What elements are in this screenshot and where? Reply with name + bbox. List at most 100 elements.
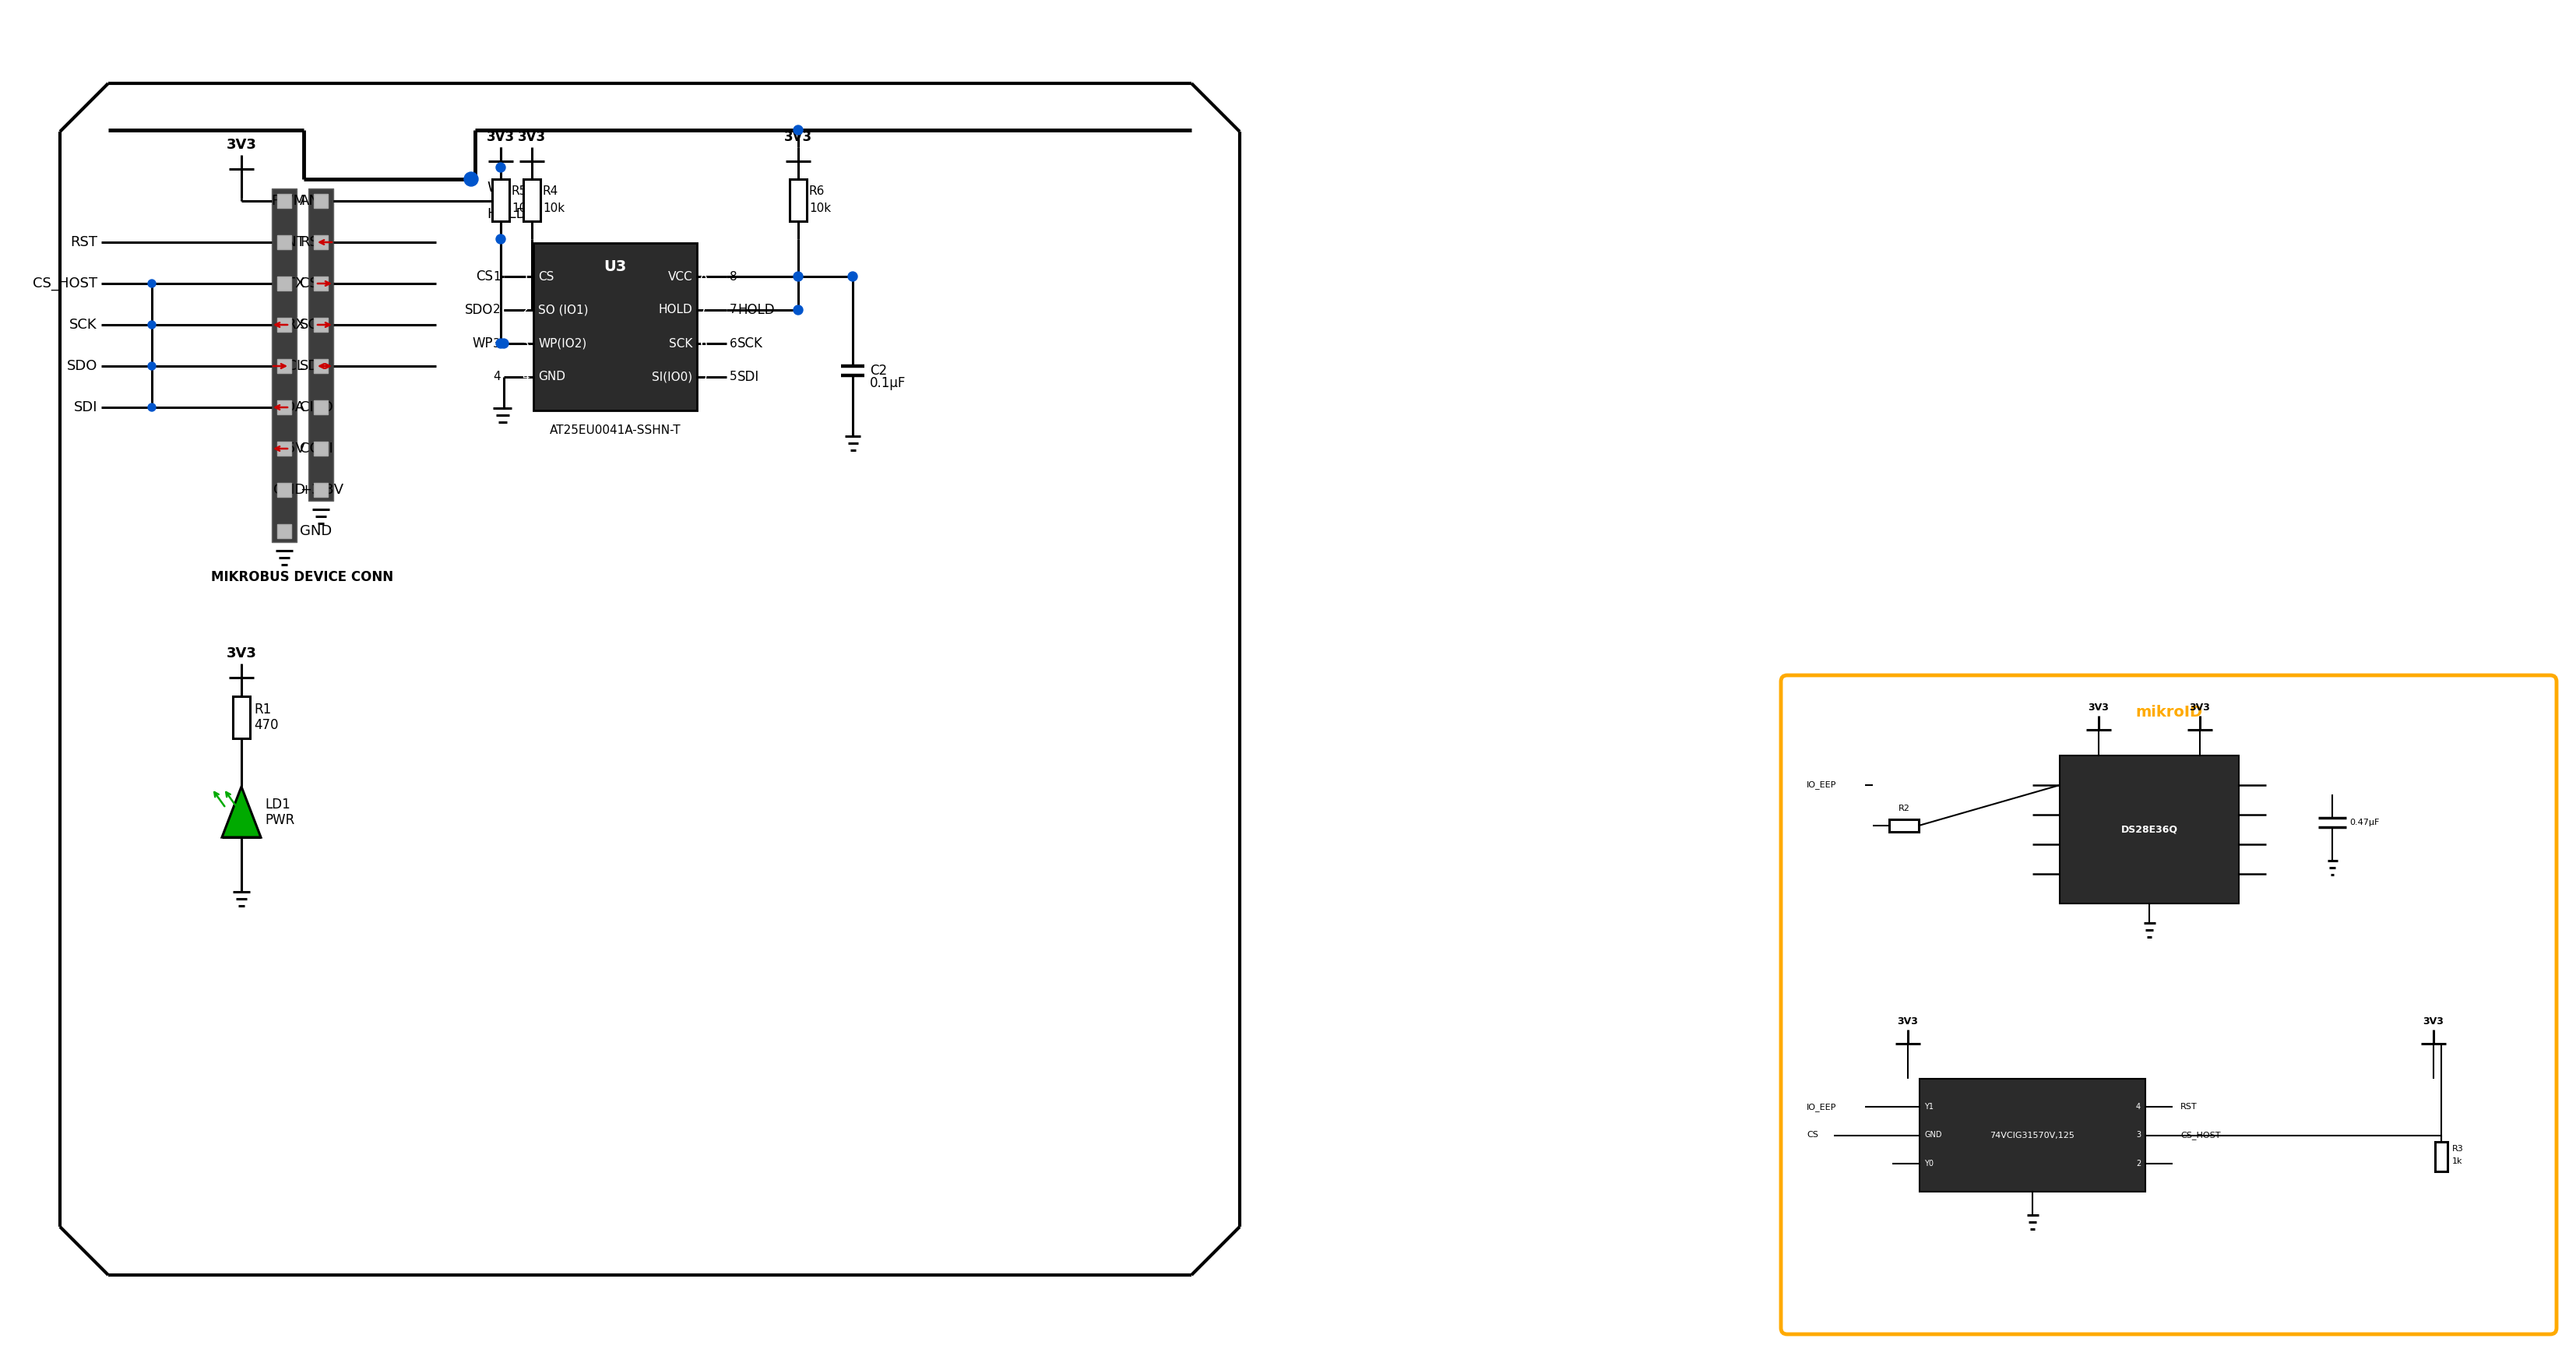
Text: 1: 1: [523, 271, 531, 282]
Text: 4: 4: [2136, 1103, 2141, 1110]
Text: 3V3: 3V3: [2190, 703, 2210, 712]
Text: AN: AN: [299, 194, 319, 208]
Bar: [232, 696, 250, 738]
Text: 8: 8: [729, 271, 737, 282]
Bar: [1919, 1079, 2146, 1191]
Text: 8: 8: [701, 271, 708, 282]
Text: 3V3: 3V3: [783, 130, 811, 144]
Text: 3V3: 3V3: [1899, 1016, 1919, 1027]
Text: WP: WP: [471, 336, 492, 351]
Text: CS: CS: [477, 270, 492, 283]
Text: 0.1µF: 0.1µF: [871, 376, 907, 390]
Text: MIKROBUS DEVICE CONN: MIKROBUS DEVICE CONN: [211, 571, 394, 584]
FancyBboxPatch shape: [1780, 676, 2555, 1334]
Text: 1: 1: [492, 271, 500, 282]
Text: 3V3: 3V3: [487, 130, 515, 144]
Text: 5: 5: [729, 371, 737, 383]
Bar: [278, 318, 291, 332]
Polygon shape: [222, 786, 260, 838]
Text: SCL: SCL: [278, 359, 307, 374]
Text: CS: CS: [538, 271, 554, 282]
Text: 2: 2: [492, 304, 500, 316]
Text: 7: 7: [729, 304, 737, 316]
Text: R1: R1: [255, 703, 270, 716]
Text: RST: RST: [299, 235, 327, 250]
Text: SCK: SCK: [670, 337, 693, 349]
Text: RST: RST: [2179, 1103, 2197, 1110]
Text: 3V3: 3V3: [2089, 703, 2110, 712]
Bar: [278, 441, 291, 456]
Circle shape: [464, 173, 479, 186]
Bar: [278, 401, 291, 414]
Text: VCC: VCC: [667, 271, 693, 282]
Text: 10k: 10k: [513, 202, 533, 213]
Text: CS: CS: [1806, 1132, 1819, 1139]
Text: SI(IO0): SI(IO0): [652, 371, 693, 383]
Circle shape: [497, 339, 505, 348]
Text: CIPO: CIPO: [299, 401, 332, 414]
Text: 1k: 1k: [2452, 1157, 2463, 1166]
Text: SCK: SCK: [299, 318, 327, 332]
Bar: [278, 235, 291, 250]
Text: 3: 3: [2136, 1132, 2141, 1139]
Text: R4: R4: [544, 185, 559, 197]
Text: 3: 3: [523, 337, 531, 349]
Text: 4: 4: [492, 371, 500, 383]
Bar: [314, 318, 327, 332]
Bar: [278, 194, 291, 208]
Text: SDO: SDO: [464, 304, 492, 317]
Text: SDO: SDO: [299, 359, 330, 374]
Text: 3V3: 3V3: [227, 138, 258, 152]
Circle shape: [848, 272, 858, 281]
Text: CS_HOST: CS_HOST: [2179, 1130, 2221, 1140]
Text: +5V: +5V: [276, 441, 307, 456]
Text: CS_HOST: CS_HOST: [33, 277, 98, 290]
Text: SDI: SDI: [737, 370, 760, 384]
Text: SCK: SCK: [737, 336, 762, 351]
Text: +3.3V: +3.3V: [299, 483, 343, 496]
Text: DS28E36Q: DS28E36Q: [2120, 824, 2177, 835]
Bar: [278, 359, 291, 374]
Text: RST: RST: [70, 235, 98, 250]
Circle shape: [147, 279, 155, 287]
Bar: [492, 179, 510, 221]
Text: CS: CS: [299, 277, 319, 290]
Bar: [314, 194, 327, 208]
Text: 0.47µF: 0.47µF: [2349, 819, 2380, 827]
Bar: [314, 401, 327, 414]
Text: RX: RX: [286, 318, 307, 332]
Text: 3V3: 3V3: [518, 130, 546, 144]
Text: GND: GND: [1924, 1132, 1942, 1139]
Text: SDO: SDO: [67, 359, 98, 374]
Bar: [314, 441, 327, 456]
Text: AT25EU0041A-SSHN-T: AT25EU0041A-SSHN-T: [549, 425, 680, 436]
Bar: [533, 243, 698, 410]
Text: IO_EEP: IO_EEP: [1806, 1102, 1837, 1112]
Circle shape: [497, 235, 505, 244]
Text: C2: C2: [871, 364, 886, 378]
Bar: [2061, 755, 2239, 904]
Text: 74VCIG31570V,125: 74VCIG31570V,125: [1991, 1132, 2074, 1139]
Text: R5: R5: [513, 185, 528, 197]
Text: SDI: SDI: [75, 401, 98, 414]
Text: PWM: PWM: [270, 194, 307, 208]
Circle shape: [793, 305, 804, 314]
Bar: [309, 189, 332, 500]
Text: WP: WP: [487, 181, 510, 194]
Bar: [2434, 1141, 2447, 1171]
Text: GND: GND: [538, 371, 564, 383]
Text: 2: 2: [523, 304, 531, 316]
Bar: [273, 189, 296, 542]
Text: INT: INT: [281, 235, 307, 250]
Text: SDA: SDA: [276, 401, 307, 414]
Text: HOLD: HOLD: [487, 208, 528, 221]
Circle shape: [147, 362, 155, 370]
Text: R3: R3: [2452, 1145, 2463, 1153]
Text: PWR: PWR: [265, 812, 294, 827]
Circle shape: [793, 272, 804, 281]
Text: IO_EEP: IO_EEP: [1806, 781, 1837, 789]
Text: GND: GND: [273, 483, 307, 496]
Text: 2: 2: [2136, 1160, 2141, 1167]
Text: 10k: 10k: [809, 202, 832, 213]
Text: 6: 6: [701, 337, 708, 349]
